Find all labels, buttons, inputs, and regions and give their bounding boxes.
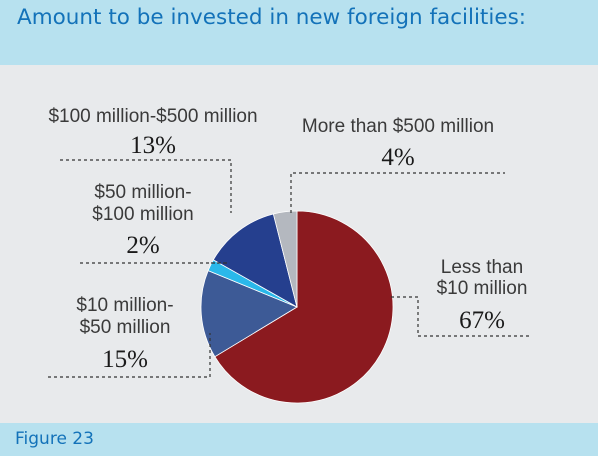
slice-label-2-line-0: $50 million- — [94, 182, 191, 203]
slice-label-2-line-1: $100 million — [92, 204, 193, 225]
slice-label-1-line-1: $50 million — [80, 317, 171, 338]
pie-slice-3 — [212, 213, 298, 308]
leader-line-3 — [60, 159, 232, 213]
slice-value-2: 2% — [126, 232, 159, 259]
pie-slice-4 — [272, 210, 298, 308]
slice-label-4-line-0: More than $500 million — [302, 116, 494, 137]
slice-value-1: 15% — [102, 346, 148, 373]
figure-footer: Figure 23 — [0, 423, 598, 456]
slice-value-3: 13% — [130, 132, 176, 159]
leader-line-4 — [290, 172, 505, 213]
slice-label-1-line-0: $10 million- — [76, 295, 173, 316]
chart-title: Amount to be invested in new foreign fac… — [17, 5, 527, 30]
pie-slice-1 — [200, 270, 298, 358]
pie-slice-0 — [214, 210, 394, 404]
slice-value-4: 4% — [381, 144, 414, 171]
slice-label-0-line-0: Less than — [441, 257, 523, 278]
slice-value-0: 67% — [459, 307, 505, 334]
figure-label: Figure 23 — [15, 429, 94, 449]
slice-label-3-line-0: $100 million-$500 million — [48, 106, 257, 127]
slice-label-0-line-1: $10 million — [437, 278, 528, 299]
leader-line-1 — [48, 333, 211, 378]
leader-line-0 — [391, 296, 530, 337]
